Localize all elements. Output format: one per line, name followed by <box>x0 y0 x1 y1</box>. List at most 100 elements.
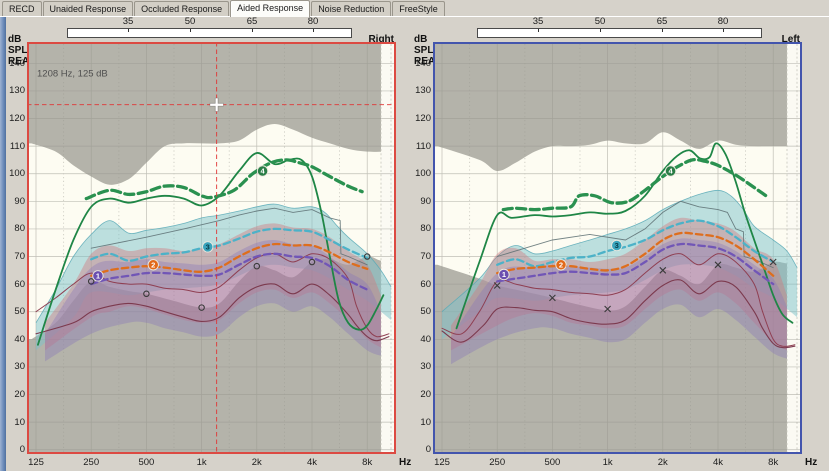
region-upper-limit <box>29 44 394 185</box>
y-axis-tick: 140 <box>415 57 431 69</box>
level-badge-1: 1 <box>92 270 104 282</box>
slider-tick <box>538 29 539 32</box>
curve-green-solid <box>455 142 794 330</box>
svg-text:3: 3 <box>206 243 210 252</box>
cursor-readout-label: 1208 Hz, 125 dB <box>37 69 108 80</box>
hz-label: Hz <box>805 456 818 468</box>
y-axis-tick: 140 <box>9 57 25 69</box>
svg-text:4: 4 <box>260 167 265 176</box>
region-upper-limit <box>435 44 800 172</box>
curve-maroon-lower <box>35 283 390 342</box>
y-axis-tick: 120 <box>415 113 431 125</box>
band-speech-region-low1 <box>45 239 381 362</box>
slider-tick-label: 50 <box>184 16 196 27</box>
slider-tick <box>252 29 253 32</box>
y-axis-tick: 70 <box>14 251 25 263</box>
svg-text:2: 2 <box>559 261 563 270</box>
level-badge-3: 3 <box>202 241 214 253</box>
curve-maroon-lower <box>441 279 796 349</box>
x-axis-tick: 250 <box>83 457 100 468</box>
slider-tick-label: 35 <box>122 16 134 27</box>
left-splitter[interactable] <box>0 17 6 471</box>
curve-orange-dashed <box>90 242 369 277</box>
x-axis-tick: 1k <box>602 457 613 468</box>
chart-margin-strip <box>787 44 800 452</box>
curve-purple-dashed <box>90 252 369 291</box>
x-axis-tick: 2k <box>657 457 668 468</box>
slider-tick-label: 80 <box>717 16 729 27</box>
x-axis-tick: 1k <box>196 457 207 468</box>
x-axis-tick: 2k <box>251 457 262 468</box>
tab-noise-reduction[interactable]: Noise Reduction <box>311 1 392 16</box>
x-axis-tick: 500 <box>138 457 155 468</box>
curve-green-dashed <box>84 158 364 201</box>
hz-label: Hz <box>399 456 412 468</box>
x-axis-tick: 125 <box>434 457 450 468</box>
y-axis-tick: 20 <box>420 389 431 401</box>
tab-occluded-response[interactable]: Occluded Response <box>134 1 230 16</box>
curve-teal-dashed <box>496 219 775 268</box>
chart-margin-strip <box>381 44 394 452</box>
y-axis-tick: 40 <box>14 333 25 345</box>
curve-envelope <box>90 207 368 266</box>
x-axis-tick: 500 <box>544 457 561 468</box>
curve-envelope <box>496 200 774 269</box>
y-axis-tick: 110 <box>415 140 431 152</box>
curve-green-dashed <box>501 157 770 212</box>
y-axis-tick: 10 <box>14 416 25 428</box>
threshold-markers-x <box>493 258 777 313</box>
curve-teal-dashed <box>90 227 369 262</box>
tab-recd[interactable]: RECD <box>2 1 42 16</box>
x-axis-tick: 4k <box>306 457 318 468</box>
slider-tick <box>600 29 601 32</box>
tab-bar: RECD Unaided Response Occluded Response Aid… <box>0 0 829 17</box>
tab-freestyle[interactable]: FreeStyle <box>392 1 445 16</box>
rear-chart-left[interactable]: 1 2 3 4 <box>433 42 802 454</box>
y-axis-tick: 90 <box>14 195 25 207</box>
rear-chart-right[interactable]: 1 2 3 4 1208 Hz, 125 dB <box>27 42 396 454</box>
svg-text:3: 3 <box>615 241 619 250</box>
slider-tick <box>190 29 191 32</box>
y-axis-tick: 30 <box>420 361 431 373</box>
band-speech-region-low2 <box>45 223 381 351</box>
ear-side-label: Right <box>368 34 394 45</box>
level-badge-3: 3 <box>611 239 623 252</box>
band-speech-region-mid <box>36 204 392 351</box>
level-badge-1: 1 <box>498 268 510 281</box>
band-edge-speech-region-mid <box>441 189 798 312</box>
level-badge-2: 2 <box>555 259 567 271</box>
rear-chart-svg-left: 1 2 3 4 <box>435 44 800 452</box>
y-axis-tick: 70 <box>420 251 431 263</box>
level-badge-2: 2 <box>147 259 159 271</box>
y-axis-tick: 50 <box>420 306 431 318</box>
x-axis-tick: 125 <box>28 457 44 468</box>
y-axis-tick: 130 <box>9 85 25 97</box>
slider-tick <box>723 29 724 32</box>
stimulus-level-slider-right[interactable] <box>67 28 352 38</box>
band-speech-region-mid <box>442 190 798 340</box>
x-axis-tick: 250 <box>489 457 506 468</box>
y-axis-tick: 130 <box>415 85 431 97</box>
band-edge-speech-region-mid <box>35 203 392 324</box>
rear-chart-svg-right: 1 2 3 4 1208 Hz, 125 dB <box>29 44 394 452</box>
slider-tick-label: 65 <box>246 16 258 27</box>
svg-text:1: 1 <box>96 272 100 281</box>
axis-unit-label: dB SPL REAR <box>8 34 37 67</box>
y-axis-tick: 110 <box>9 140 25 152</box>
stimulus-level-slider-left[interactable] <box>477 28 762 38</box>
curve-green-solid <box>37 152 385 346</box>
x-axis-tick: 8k <box>362 457 373 468</box>
y-axis-tick: 0 <box>19 444 25 456</box>
svg-text:4: 4 <box>668 167 673 176</box>
tab-unaided-response[interactable]: Unaided Response <box>42 1 134 16</box>
svg-text:2: 2 <box>151 261 155 270</box>
tab-aided-response[interactable]: Aided Response <box>230 0 311 17</box>
level-badge-4: 4 <box>256 165 269 177</box>
y-axis-tick: 60 <box>420 278 431 290</box>
slider-tick-label: 50 <box>594 16 606 27</box>
y-axis-tick: 50 <box>14 306 25 318</box>
x-axis-tick: 8k <box>768 457 779 468</box>
y-axis-tick: 60 <box>14 278 25 290</box>
y-axis-tick: 80 <box>14 223 25 235</box>
